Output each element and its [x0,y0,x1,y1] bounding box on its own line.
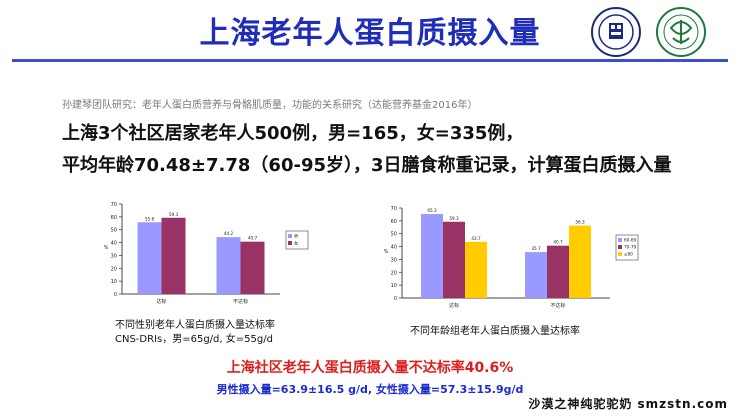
y-tick-label: 10 [391,283,397,289]
legend-swatch [618,245,622,249]
age-compliance-chart: 0 10 20 30 40 50 60 70% 65.3 59.3 43.7 达标 35.7 40.7 56… [380,200,640,312]
category-label: 达标 [449,302,459,309]
bar [525,252,547,298]
noncompliance-summary: 上海社区老年人蛋白质摄入量不达标率40.6% [226,360,514,376]
category-label: 不达标 [550,302,565,309]
dri-standard-caption: CNS-DRIs，男=65g/d, 女=55g/d [115,334,273,345]
bar [240,241,265,294]
y-axis-label: % [104,245,109,251]
legend-swatch [618,252,622,256]
y-tick-label: 70 [391,206,397,212]
y-tick-label: 30 [111,253,117,259]
bar-value-label: 59.3 [449,216,459,221]
watermark: 沙漠之神纯驼驼奶 smzstn.com [528,397,728,411]
category-label: 达标 [156,298,166,305]
bar-value-label: 65.3 [427,208,437,213]
y-axis-label: % [384,249,389,255]
y-tick-label: 10 [111,279,117,285]
legend-swatch [288,241,292,245]
intake-stats: 男性摄入量=63.9±16.5 g/d, 女性摄入量=57.3±15.9g/d [216,383,524,396]
bar-value-label: 43.7 [471,236,481,241]
hospital-logo [655,6,707,58]
gender-compliance-chart: 0 10 20 30 40 50 60 70% 55.8 59.3 达标 44.2 40.7 不达标 男女 [100,196,310,308]
y-tick-label: 40 [391,245,397,251]
fudan-university-logo [590,6,642,58]
bar-value-label: 40.7 [553,240,563,245]
category-label: 不达标 [233,298,248,305]
y-tick-label: 0 [394,296,397,302]
bar-value-label: 35.7 [531,246,541,251]
bar-value-label: 59.3 [169,212,179,217]
bar [137,222,162,294]
bar-value-label: 44.2 [224,231,234,236]
legend-swatch [288,234,292,238]
title-divider [12,59,728,62]
bar-value-label: 55.8 [145,216,155,221]
y-tick-label: 70 [111,202,117,208]
legend-swatch [618,238,622,242]
age-compliance-chart-svg: 0 10 20 30 40 50 60 70% 65.3 59.3 43.7 达标 35.7 40.7 56… [384,206,639,309]
age-chart-caption: 不同年龄组老年人蛋白质摄入量达标率 [410,326,580,337]
bar [547,245,569,298]
bar [421,214,443,298]
study-method-line: 平均年龄70.48±7.78（60-95岁），3日膳食称重记录，计算蛋白质摄入量 [62,155,672,176]
y-tick-label: 40 [111,241,117,247]
y-tick-label: 50 [391,232,397,238]
gender-compliance-chart-svg: 0 10 20 30 40 50 60 70% 55.8 59.3 达标 44.2 40.7 不达标 男女 [104,202,309,305]
legend-label: 70-79 [624,245,637,250]
bar [465,241,487,298]
y-tick-label: 60 [111,215,117,221]
bar-value-label: 40.7 [248,236,258,241]
legend-label: 男 [294,234,298,240]
y-tick-label: 0 [114,292,117,298]
y-tick-label: 20 [111,266,117,272]
y-tick-label: 50 [111,228,117,234]
y-tick-label: 20 [391,270,397,276]
page-title: 上海老年人蛋白质摄入量 [199,16,541,51]
gender-chart-caption: 不同性别老年人蛋白质摄入量达标率 [115,320,275,331]
bar [216,237,241,294]
source-note: 孙建琴团队研究：老年人蛋白质营养与骨骼肌质量，功能的关系研究（达能营养基金201… [62,100,478,111]
legend-label: 女 [294,240,298,247]
legend-label: ≥80 [624,252,633,257]
bar [569,225,591,298]
bar [443,221,465,298]
legend-label: 60-69 [624,238,637,243]
bar [161,217,186,294]
study-sample-line: 上海3个社区居家老年人500例，男=165，女=335例， [62,123,524,144]
y-tick-label: 60 [391,219,397,225]
bar-value-label: 56.3 [575,220,585,225]
y-tick-label: 30 [391,257,397,263]
